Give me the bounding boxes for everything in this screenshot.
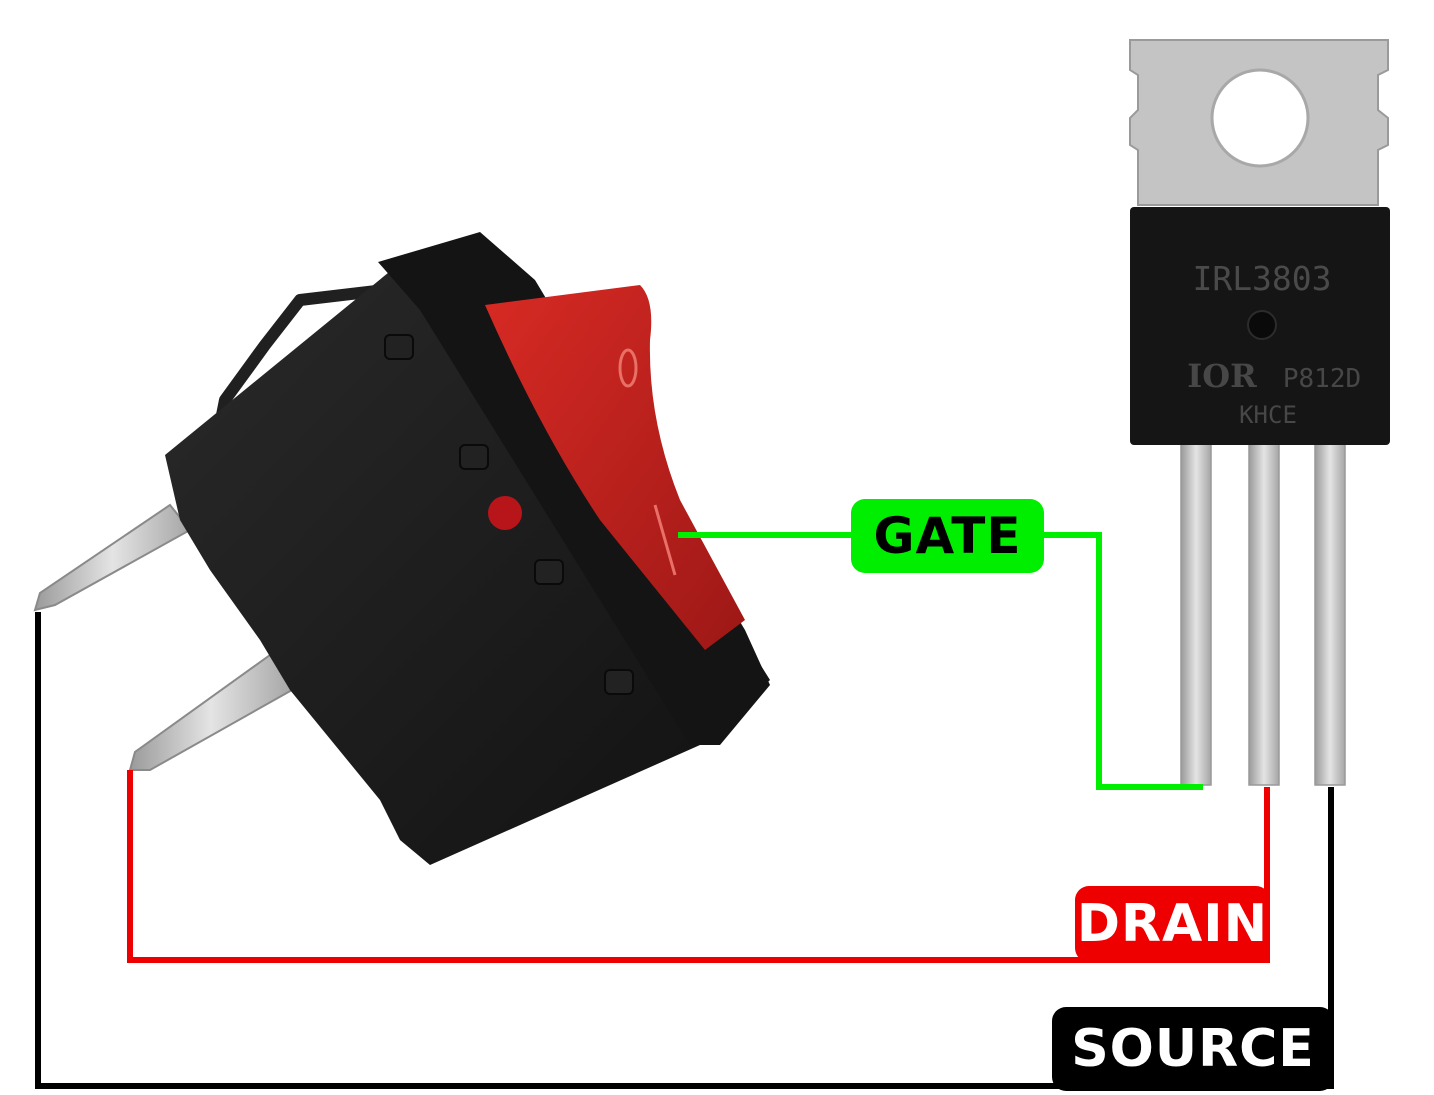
transistor-code: P812D	[1283, 364, 1361, 394]
switch-indicator-dot	[488, 496, 522, 530]
source-label: SOURCE	[1052, 1007, 1334, 1091]
switch-notch-2	[459, 444, 489, 470]
source-wire	[35, 612, 1334, 1089]
switch-terminal-1	[33, 503, 192, 612]
source-pin	[1314, 439, 1346, 786]
switch-bezel	[378, 232, 770, 745]
transistor-dimple	[1247, 310, 1277, 340]
transistor-mount-hole	[1210, 68, 1310, 168]
switch-notch-1	[384, 334, 414, 360]
switch-notch-3	[534, 559, 564, 585]
transistor-lot: KHCE	[1239, 401, 1297, 429]
switch-body	[165, 250, 770, 865]
drain-wire	[127, 770, 1270, 963]
drain-label: DRAIN	[1075, 886, 1270, 962]
transistor-logo: IOR	[1187, 357, 1257, 395]
drain-pin	[1248, 439, 1280, 786]
rocker-switch	[33, 232, 770, 865]
rocker-i-mark	[653, 504, 677, 576]
transistor-part-number: IRL3803	[1192, 259, 1331, 298]
transistor-legs	[1180, 439, 1346, 786]
mosfet-transistor: IRL3803 IOR P812D KHCE	[1129, 39, 1390, 786]
rocker-o-mark	[618, 348, 638, 388]
switch-terminal-2	[128, 653, 294, 771]
switch-rocker	[485, 285, 745, 650]
gate-label: GATE	[851, 499, 1044, 573]
gate-pin	[1180, 439, 1212, 786]
switch-notch-4	[604, 669, 634, 695]
